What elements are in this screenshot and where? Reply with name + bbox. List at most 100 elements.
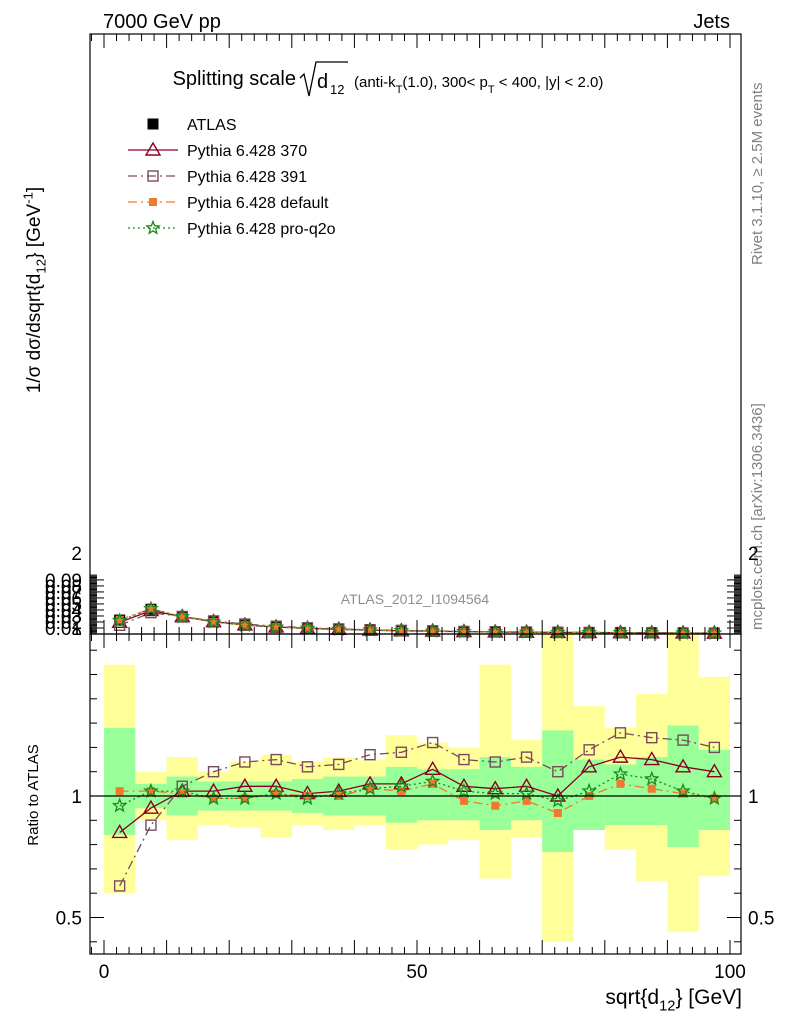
ratio-point-pythia-6-428-pro-q2o [424,773,441,789]
ratio-xlabel: sqrt{d12} [GeV] [605,986,742,1014]
ratio-point-pythia-6-428-370 [580,758,598,773]
main-point-pythia-6-428-pro-q2o [111,612,128,628]
ratio-band-green [104,727,136,835]
label-part: 12 [34,259,49,274]
main-point-pythia-6-428-default [397,626,406,635]
legend-marker-pythia-6-428-370 [144,141,162,156]
ratio-point-pythia-6-428-default [397,787,406,796]
header-group-label: Jets [693,11,730,33]
main-point-pythia-6-428-default [334,625,343,634]
header-energy-label: 7000 GeV pp [103,11,221,33]
legend-label-pythia-6-428-370: Pythia 6.428 370 [187,143,307,160]
main-point-pythia-6-428-default [428,627,437,636]
ratio-point-pythia-6-428-pro-q2o [143,782,159,798]
ratio-band-green [510,766,543,821]
title-details: (anti-kT(1.0), 300< pT < 400, |y| < 2.0) [354,74,603,96]
main-point-pythia-6-428-default [491,628,500,637]
ratio-band-green [604,764,637,826]
label-part: sqrt{d [605,986,659,1009]
main-point-pythia-6-428-pro-q2o [174,608,191,624]
ratio-point-pythia-6-428-pro-q2o [549,792,566,808]
ratio-point-pythia-6-428-391 [395,746,408,758]
ratio-point-pythia-6-428-391 [708,741,721,754]
title-sqrt-arg: d [317,71,328,93]
title-details-1: (anti-k [354,74,396,91]
ratio-point-pythia-6-428-pro-q2o [362,780,378,796]
ratio-point-pythia-6-428-391 [364,748,376,761]
ratio-ytick-label-right: 1 [748,787,759,808]
ratio-band-green [448,769,480,821]
title-main: Splitting scale [173,68,296,90]
ratio-point-pythia-6-428-pro-q2o [612,765,629,781]
ratio-point-pythia-6-428-default [146,787,155,796]
legend-marker-pythia-6-428-default [149,198,157,206]
main-point-pythia-6-428-pro-q2o [549,624,566,640]
main-point-pythia-6-428-default [710,629,719,638]
main-point-pythia-6-428-default [522,628,531,637]
ratio-uncertainty-bands [104,634,730,942]
main-point-pythia-6-428-default [146,604,155,613]
title-details-sub-t: T [396,84,403,96]
ratio-point-pythia-6-428-pro-q2o [643,770,660,786]
ratio-point-pythia-6-428-370 [612,748,629,763]
ratio-band-green [542,730,574,852]
legend-label-pythia-6-428-default: Pythia 6.428 default [187,195,329,212]
main-ytick-label: 0.04 [45,601,82,622]
label-part: 1/σ dσ/dsqrt{d [24,274,45,394]
ratio-point-pythia-6-428-pro-q2o [675,782,691,798]
ratio-point-pythia-6-428-391 [520,751,533,763]
ratio-panel-frame [89,633,742,955]
main-point-pythia-6-428-pro-q2o [487,623,504,639]
main-point-pythia-6-428-default [616,628,625,637]
ratio-point-pythia-6-428-default [647,784,656,793]
ratio-point-pythia-6-428-391 [677,734,689,746]
ratio-band-green [698,749,730,831]
ratio-ytick-label: 0.5 [56,909,82,930]
ratio-point-pythia-6-428-pro-q2o [456,782,472,798]
ratio-band-green [417,769,449,821]
ratio-point-pythia-6-428-391 [583,744,595,756]
ratio-point-pythia-6-428-370 [487,780,504,795]
main-ylabel: 1/σ dσ/dsqrt{d12} [GeV-1] [20,187,48,393]
ratio-point-pythia-6-428-391 [333,758,345,771]
ratio-point-pythia-6-428-pro-q2o [111,797,128,813]
ratio-point-pythia-6-428-default [522,796,531,805]
main-ytick-label: 0.08 [45,577,82,598]
ratio-ytick-label: 1 [71,787,82,808]
ratio-point-pythia-6-428-391 [646,731,658,744]
main-ytick-label: 0.05 [45,595,82,616]
ratio-point-pythia-6-428-default [209,794,218,803]
plot-title: Splitting scale d 12 (anti-kT(1.0), 300<… [173,61,603,97]
ratio-point-pythia-6-428-391 [270,753,282,766]
ratio-point-pythia-6-428-default [115,787,124,796]
ratio-point-pythia-6-428-default [272,789,281,798]
main-point-pythia-6-428-default [366,626,375,635]
ratio-point-pythia-6-428-default [366,784,375,793]
main-point-pythia-6-428-pro-q2o [268,618,285,634]
main-ytick-label: 0.06 [45,589,82,610]
legend-marker-atlas [147,118,159,130]
main-ytick-label: 0.01 [45,619,82,640]
ratio-point-pythia-6-428-391 [458,753,470,766]
ratio-ytick-label-right: 2 [748,544,759,565]
main-point-pythia-6-428-default [240,621,249,630]
main-point-pythia-6-428-pro-q2o [299,620,316,636]
ratio-point-pythia-6-428-pro-q2o [581,782,598,798]
main-point-pythia-6-428-pro-q2o [706,624,723,640]
main-ytick-label: 0.07 [45,583,82,604]
ratio-ytick-label-right: 0.5 [748,909,774,930]
main-point-pythia-6-428-pro-q2o [330,621,347,637]
ratio-point-pythia-6-428-370 [549,787,567,802]
main-point-pythia-6-428-pro-q2o [675,624,691,640]
legend-marker-pythia-6-428-pro-q2o [145,219,161,235]
ratio-point-pythia-6-428-370 [643,751,660,766]
xtick-label: 50 [406,962,427,983]
main-point-pythia-6-428-pro-q2o [236,616,253,632]
ratio-point-pythia-6-428-370 [111,824,128,839]
ratio-point-pythia-6-428-391 [489,756,501,768]
ratio-point-pythia-6-428-391 [426,736,439,749]
main-point-pythia-6-428-pro-q2o [612,624,629,640]
legend-marker-pythia-6-428-391 [147,170,159,182]
ratio-ytick-label: 2 [71,544,82,565]
label-part: } [GeV [24,204,45,259]
